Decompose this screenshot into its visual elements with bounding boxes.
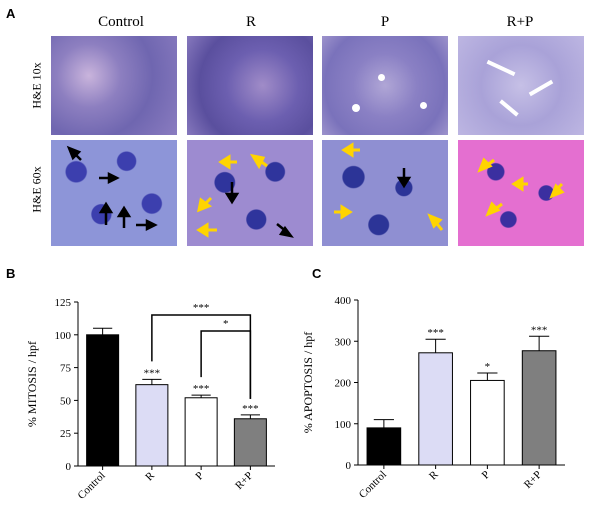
- bar: [366, 427, 402, 466]
- bar: [521, 350, 557, 466]
- bar: [233, 418, 267, 467]
- column-label-r: R: [245, 14, 256, 30]
- panel-c-letter: C: [312, 266, 322, 281]
- significance-label: ***: [193, 383, 210, 395]
- bar: [470, 379, 505, 466]
- x-tick-label: P: [193, 470, 206, 483]
- arrow-icons-control: [66, 145, 158, 232]
- bar: [418, 352, 453, 466]
- y-tick-label: 100: [335, 419, 352, 431]
- column-label-control: Control: [98, 14, 144, 30]
- micrograph-p-10x: [322, 36, 448, 135]
- x-tick-label: R+P: [522, 469, 544, 491]
- significance-label: ***: [242, 403, 259, 415]
- column-label-p: P: [380, 14, 390, 30]
- bar: [135, 384, 169, 467]
- significance-label: ***: [531, 324, 548, 336]
- x-tick-label: R+P: [233, 470, 255, 492]
- row-label-he-10x: H&E 10x: [29, 62, 44, 109]
- arrow-icons-r: [196, 153, 294, 238]
- x-tick-label: P: [480, 469, 493, 482]
- x-tick-label: Control: [357, 469, 389, 501]
- y-axis-label: % APOPTOSIS / hpf: [301, 332, 315, 433]
- significance-bracket: [200, 330, 252, 399]
- micrograph-control-60x: [51, 140, 177, 246]
- x-tick-label: R: [427, 468, 441, 482]
- bar: [184, 397, 218, 467]
- micrograph-r-10x: [187, 36, 313, 135]
- micrograph-r-60x: [187, 140, 313, 246]
- arrow-icons-p: [334, 142, 444, 231]
- significance-label: ***: [144, 367, 161, 379]
- bracket-label: *: [223, 318, 229, 330]
- y-tick-label: 75: [60, 363, 72, 375]
- micrograph-rp-60x: [458, 140, 584, 246]
- y-tick-label: 400: [335, 295, 352, 307]
- panel-a-letter: A: [6, 6, 16, 21]
- micrograph-rp-10x: [458, 36, 584, 135]
- x-tick-label: R: [143, 469, 157, 483]
- mitosis-chart: 0 25 50 75 100 125 % MITOSIS / hpf Control *** R *…: [25, 297, 275, 502]
- y-tick-label: 0: [346, 460, 352, 472]
- y-tick-label: 25: [60, 428, 72, 440]
- y-tick-label: 100: [55, 330, 72, 342]
- micrograph-control-10x: [51, 36, 177, 135]
- arrow-icons-rp: [477, 157, 565, 217]
- row-label-he-60x: H&E 60x: [29, 166, 44, 213]
- significance-label: ***: [427, 327, 444, 339]
- y-axis-label: % MITOSIS / hpf: [25, 341, 39, 427]
- y-tick-label: 125: [55, 297, 72, 309]
- significance-label: *: [485, 361, 491, 373]
- y-tick-label: 200: [335, 378, 352, 390]
- y-tick-label: 300: [335, 336, 352, 348]
- micrograph-p-60x: [322, 140, 448, 246]
- column-label-rp: R+P: [506, 14, 534, 30]
- panel-b-letter: B: [6, 266, 16, 281]
- y-tick-label: 50: [60, 395, 72, 407]
- x-tick-label: Control: [75, 470, 107, 502]
- bracket-label: ***: [193, 302, 210, 314]
- bar: [86, 334, 120, 467]
- y-tick-label: 0: [66, 461, 72, 473]
